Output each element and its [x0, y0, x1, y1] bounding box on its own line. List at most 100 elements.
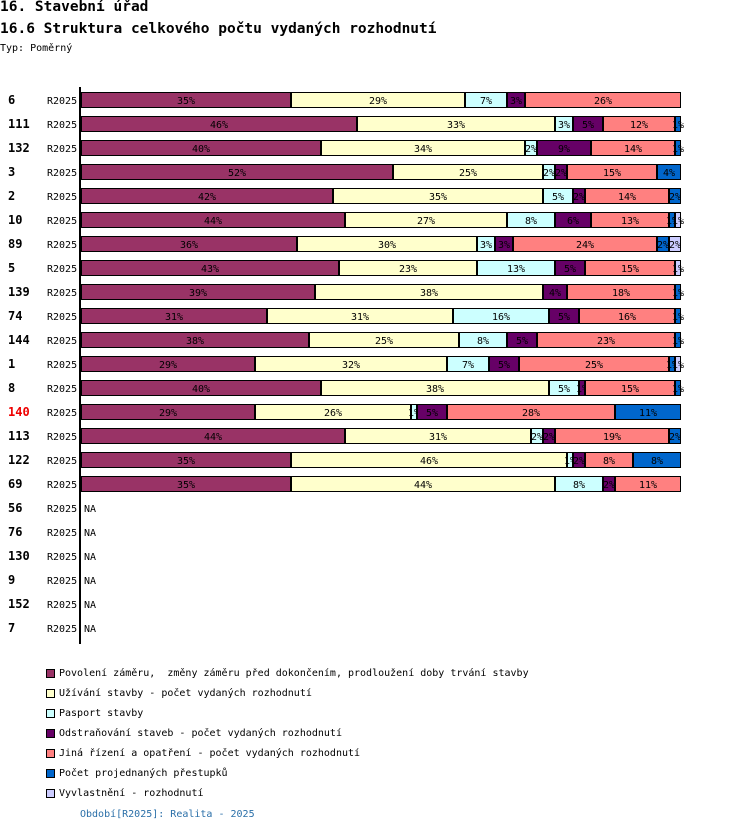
bar-segment-vyvlastneni [675, 260, 681, 276]
bar-segment-prestupky [675, 380, 681, 396]
bar-segment-jina-rizeni [585, 260, 675, 276]
data-label: 2% [657, 240, 669, 251]
bar-segment-prestupky [657, 236, 669, 252]
data-label: 1% [672, 288, 684, 299]
row-period-label: R2025 [47, 288, 77, 299]
legend-swatch-pasport [46, 708, 55, 718]
data-label: 1% [408, 408, 420, 419]
data-label: 28% [522, 408, 540, 419]
bar-segment-pasport [555, 476, 603, 492]
bar-segment-prestupky [669, 188, 681, 204]
data-label: 14% [618, 192, 636, 203]
data-label: 34% [414, 144, 432, 155]
row-period-label: R2025 [47, 576, 77, 587]
data-label: 38% [420, 288, 438, 299]
row-period-label: R2025 [47, 480, 77, 491]
row-id-label: 76 [8, 525, 22, 539]
legend-item-jina-rizeni: Jiná řízení a opatření - počet vydaných … [46, 743, 529, 763]
row-id-label: 2 [8, 189, 15, 203]
data-label: 2% [573, 192, 585, 203]
bar-segment-pasport [465, 92, 507, 108]
bar-segment-uzivani [321, 380, 549, 396]
bar-segment-uzivani [291, 452, 567, 468]
legend-item-povoleni: Povolení záměru, změny záměru před dokon… [46, 663, 529, 683]
bar-row: 76 R2025 NA [8, 525, 96, 539]
row-period-label: R2025 [47, 120, 77, 131]
bar-segment-povoleni [81, 212, 345, 228]
data-label: 16% [618, 312, 636, 323]
data-label: 8% [651, 456, 663, 467]
bar-segment-povoleni [81, 236, 297, 252]
data-label: 18% [612, 288, 630, 299]
bar-segment-uzivani [333, 188, 543, 204]
bar-segment-odstranovani [555, 212, 591, 228]
row-period-label: R2025 [47, 144, 77, 155]
bar-segment-jina-rizeni [585, 188, 669, 204]
bar-row: 140 R2025 29% 26% 1% 5% 28% 11% [8, 404, 681, 420]
data-label: 25% [375, 336, 393, 347]
legend-item-odstranovani: Odstraňování staveb - počet vydaných roz… [46, 723, 529, 743]
data-label: 1% [672, 216, 684, 227]
data-label: 44% [204, 216, 222, 227]
bar-segment-uzivani [315, 284, 543, 300]
bar-segment-povoleni [81, 164, 393, 180]
row-id-label: 74 [8, 309, 22, 323]
data-label: 33% [447, 120, 465, 131]
data-label: 5% [552, 192, 564, 203]
bar-row: 132 R2025 40% 34% 2% 9% 14% 1% [8, 140, 684, 156]
data-label: 16% [492, 312, 510, 323]
row-id-label: 8 [8, 381, 15, 395]
legend-swatch-jina-rizeni [46, 748, 55, 758]
data-label: 35% [177, 480, 195, 491]
bar-segment-jina-rizeni [555, 428, 669, 444]
bar-segment-pasport [507, 212, 555, 228]
data-label: 5% [558, 384, 570, 395]
row-id-label: 122 [8, 453, 30, 467]
bar-segment-uzivani [345, 428, 531, 444]
bar-segment-jina-rizeni [519, 356, 669, 372]
bar-segment-povoleni [81, 92, 291, 108]
legend-label: Užívání stavby - počet vydaných rozhodnu… [59, 687, 312, 699]
bar-segment-jina-rizeni [567, 284, 675, 300]
bar-segment-jina-rizeni [585, 380, 675, 396]
bar-segment-pasport [411, 404, 417, 420]
bar-segment-uzivani [345, 212, 507, 228]
data-label: 8% [573, 480, 585, 491]
bar-row: 111 R2025 46% 33% 3% 5% 12% 1% [8, 116, 684, 132]
bar-row: 9 R2025 NA [8, 573, 96, 587]
bar-row: 139 R2025 39% 38% 4% 18% 1% [8, 284, 684, 300]
data-label: 25% [459, 168, 477, 179]
data-label: 2% [531, 432, 543, 443]
bar-segment-uzivani [267, 308, 453, 324]
bar-segment-odstranovani [573, 452, 585, 468]
data-label: 14% [624, 144, 642, 155]
bar-row: 10 R2025 44% 27% 8% 6% 13% 1%1% [8, 212, 684, 228]
data-label: 25% [585, 360, 603, 371]
legend-label: Pasport stavby [59, 707, 144, 719]
bar-segment-povoleni [81, 476, 291, 492]
na-label: NA [84, 576, 96, 587]
data-label: 15% [603, 168, 621, 179]
data-label: 5% [516, 336, 528, 347]
bar-row: 113 R2025 44% 31% 2% 2% 19% 2% [8, 428, 681, 444]
legend-swatch-povoleni [46, 668, 55, 678]
row-period-label: R2025 [47, 600, 77, 611]
bar-row: 122 R2025 35% 46% 1%2% 8% 8% [8, 452, 681, 468]
bar-segment-uzivani [309, 332, 459, 348]
data-label: 26% [594, 96, 612, 107]
bar-segment-jina-rizeni [447, 404, 615, 420]
data-label: 38% [186, 336, 204, 347]
bar-segment-uzivani [357, 116, 555, 132]
bar-segment-jina-rizeni [537, 332, 675, 348]
data-label: 5% [558, 312, 570, 323]
row-period-label: R2025 [47, 192, 77, 203]
bar-segment-pasport [543, 164, 555, 180]
data-label: 5% [498, 360, 510, 371]
legend-swatch-uzivani [46, 688, 55, 698]
data-label: 26% [324, 408, 342, 419]
bar-segment-prestupky [675, 116, 681, 132]
data-label: 1% [672, 384, 684, 395]
bar-segment-uzivani [393, 164, 543, 180]
data-label: 27% [417, 216, 435, 227]
row-id-label: 1 [8, 357, 15, 371]
